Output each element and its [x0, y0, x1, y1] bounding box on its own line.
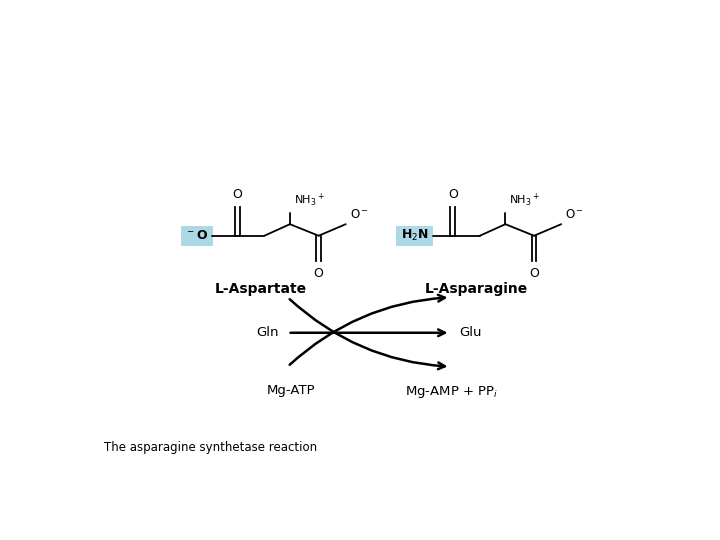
- Text: $^-$O: $^-$O: [185, 230, 209, 242]
- Text: O: O: [448, 188, 458, 201]
- Text: Glu: Glu: [459, 326, 482, 339]
- Text: Gln: Gln: [256, 326, 279, 339]
- Text: L-Aspartate: L-Aspartate: [215, 282, 307, 296]
- Text: L-Asparagine: L-Asparagine: [424, 282, 528, 296]
- Text: Mg-ATP: Mg-ATP: [267, 383, 316, 396]
- Text: H$_2$N: H$_2$N: [401, 228, 428, 244]
- Text: O$^-$: O$^-$: [350, 208, 369, 221]
- Text: The asparagine synthetase reaction: The asparagine synthetase reaction: [104, 441, 317, 454]
- Text: O: O: [529, 267, 539, 280]
- Text: O: O: [314, 267, 323, 280]
- FancyBboxPatch shape: [181, 226, 213, 246]
- Text: NH$_3$$^+$: NH$_3$$^+$: [509, 192, 540, 209]
- FancyBboxPatch shape: [396, 226, 433, 246]
- Text: Mg-AMP + PP$_i$: Mg-AMP + PP$_i$: [405, 383, 498, 400]
- Text: O: O: [233, 188, 242, 201]
- Text: O$^-$: O$^-$: [565, 208, 584, 221]
- Text: NH$_3$$^+$: NH$_3$$^+$: [294, 192, 325, 209]
